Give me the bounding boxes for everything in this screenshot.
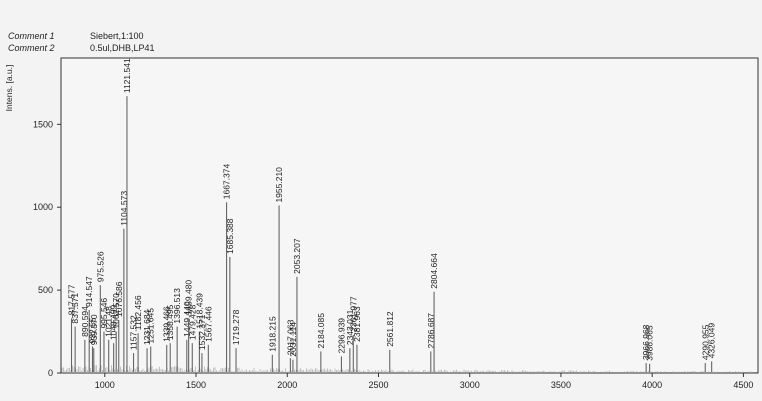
peak-label: 2053.207 xyxy=(292,238,302,274)
peak-label: 1104.573 xyxy=(119,191,129,226)
peak-label: 1479.428 xyxy=(187,304,197,340)
peak-label: 1667.374 xyxy=(222,164,232,200)
peak-label: 1048.499 xyxy=(109,304,119,340)
y-tick-label: 1500 xyxy=(33,119,53,129)
comment-2-value: 0.5ul,DHB,LP41 xyxy=(90,43,155,53)
peak-label: 1339.466 xyxy=(162,306,172,342)
x-tick-label: 3000 xyxy=(460,380,480,390)
peak-label: 2184.085 xyxy=(316,313,326,349)
peak-label: 1251.645 xyxy=(146,308,156,344)
y-axis-label: Intens. [a.u.] xyxy=(4,65,14,112)
x-tick-label: 4500 xyxy=(733,380,753,390)
peak-label: 1021.48 xyxy=(104,306,114,337)
peak-label: 1518.439 xyxy=(194,293,204,329)
peak-label: 3986.065 xyxy=(645,325,655,361)
peak-label: 1567.446 xyxy=(203,306,213,342)
plot-frame xyxy=(60,57,759,374)
peak-label: 2561.812 xyxy=(385,311,395,347)
peak-label: 939.570 xyxy=(89,314,99,345)
peak-label: 1157.532 xyxy=(129,315,139,350)
y-tick-label: 0 xyxy=(48,368,53,378)
peak-label: 2343.031 xyxy=(345,309,355,345)
peak-label: 1182.456 xyxy=(133,295,143,330)
peak-label: 1396.513 xyxy=(172,288,182,324)
x-tick-label: 1000 xyxy=(95,380,115,390)
comment-row-1: Comment 1 Siebert,1:100 xyxy=(8,30,155,42)
peak-label: 1121.541 xyxy=(122,58,132,93)
comment-1-value: Siebert,1:100 xyxy=(90,31,144,41)
y-tick-label: 500 xyxy=(38,285,53,295)
peak-label: 1918.215 xyxy=(267,316,277,352)
peak-label: 4326.049 xyxy=(707,323,717,359)
peak-label: 1685.388 xyxy=(225,218,235,254)
x-tick-label: 3500 xyxy=(551,380,571,390)
peak-label: 890.594 xyxy=(80,306,90,337)
comments-block: Comment 1 Siebert,1:100 Comment 2 0.5ul,… xyxy=(8,30,155,54)
peak-label: 1532.371 xyxy=(197,314,207,350)
peak-label: 3966.968 xyxy=(641,324,651,360)
peak-label: 1231.684 xyxy=(142,309,152,345)
x-tick-label: 4000 xyxy=(642,380,662,390)
peak-label: 995.546 xyxy=(99,298,109,329)
peak-label: 837.571 xyxy=(70,293,80,324)
peak-label: 1449.440 xyxy=(182,301,192,337)
peak-label: 4290.955 xyxy=(700,324,710,360)
x-tick-label: 2500 xyxy=(368,380,388,390)
peak-label: 1955.210 xyxy=(274,167,284,203)
peak-label: 1459.480 xyxy=(184,280,194,316)
peak-label: 914.547 xyxy=(84,276,94,307)
comment-1-label: Comment 1 xyxy=(8,31,55,41)
y-tick-label: 1000 xyxy=(33,202,53,212)
peak-label: 1076.586 xyxy=(114,281,124,317)
peak-label: 2361.977 xyxy=(348,296,358,332)
peak-label: 2381.963 xyxy=(352,306,362,342)
x-tick-label: 1500 xyxy=(186,380,206,390)
peak-label: 2031.114 xyxy=(288,322,298,357)
peak-label: 2804.664 xyxy=(429,253,439,289)
peak-label: 1062.570 xyxy=(111,293,121,329)
peak-label: 817.577 xyxy=(67,284,77,315)
comment-row-2: Comment 2 0.5ul,DHB,LP41 xyxy=(8,42,155,54)
peak-label: 1358.495 xyxy=(165,304,175,340)
peak-label: 2786.687 xyxy=(426,313,436,349)
peak-label: 2296.939 xyxy=(336,318,346,354)
x-tick-label: 2000 xyxy=(277,380,297,390)
comment-2-label: Comment 2 xyxy=(8,43,55,53)
peak-label: 932.55 xyxy=(87,317,97,343)
peak-label: 2017.063 xyxy=(285,319,295,355)
peak-label: 1719.278 xyxy=(231,309,241,345)
peak-label: 975.526 xyxy=(95,251,105,282)
